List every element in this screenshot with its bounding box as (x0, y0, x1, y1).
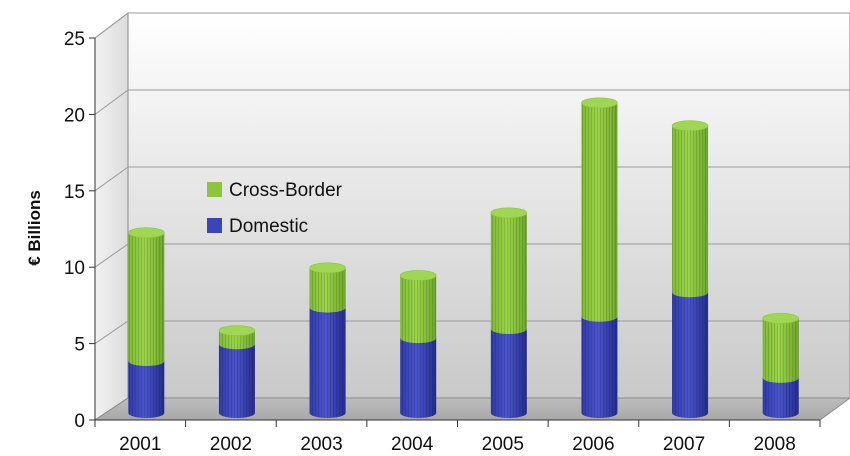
gridline-side (94, 243, 129, 268)
bar-texture (581, 316, 618, 418)
gridline-side (94, 166, 129, 192)
bar-texture (128, 232, 165, 367)
x-tick-label: 2001 (119, 434, 161, 455)
bar-top-cap (490, 207, 528, 219)
x-tick-label: 2005 (482, 434, 524, 455)
legend-label-cross-border: Cross-Border (229, 180, 343, 201)
bar-texture (762, 377, 799, 418)
bar-group-2008 (762, 312, 799, 418)
bar-group-2007 (671, 120, 709, 418)
bar-texture (490, 328, 527, 418)
bar-top-cap (218, 325, 256, 336)
bar-group-2003 (309, 262, 346, 418)
bar-top-cap (128, 227, 165, 238)
x-tick-label: 2008 (754, 434, 796, 455)
y-tick-label: 15 (64, 182, 85, 203)
bar-group-2006 (581, 97, 618, 418)
floor (93, 397, 850, 421)
y-axis-title: € Billions (25, 190, 44, 266)
y-tick-label: 0 (74, 411, 85, 432)
gridline-side (94, 89, 129, 115)
x-tick-label: 2003 (300, 434, 342, 455)
bar-group-2002 (218, 325, 256, 418)
y-tick-label: 25 (64, 29, 85, 50)
gridlines (94, 12, 850, 345)
bar-texture (128, 361, 165, 418)
x-tick-label: 2006 (572, 434, 614, 455)
legend: Cross-Border Domestic (207, 180, 343, 237)
bar-top-cap (581, 97, 618, 109)
legend-swatch-domestic (207, 218, 222, 233)
bar-group-2005 (490, 207, 528, 418)
bar-texture (672, 292, 709, 418)
bar-top-cap (309, 262, 346, 274)
y-tick-label: 10 (64, 258, 85, 279)
legend-swatch-cross-border (207, 182, 222, 197)
x-tick-label: 2004 (391, 434, 434, 455)
bar-texture (490, 212, 527, 334)
gridline-side (94, 12, 129, 39)
bar-top-cap (671, 120, 709, 132)
y-axis: 0 5 10 15 20 25 (64, 29, 96, 432)
bar-texture (762, 318, 799, 383)
bar-texture (309, 267, 346, 313)
side-wall (94, 11, 129, 421)
gridline-side (94, 320, 129, 345)
x-tick-label: 2002 (210, 434, 252, 455)
bar-texture (309, 307, 346, 418)
bar-texture (672, 125, 709, 298)
x-axis: 2001 2002 2003 2004 2005 2006 2007 2008 (94, 419, 821, 455)
y-tick-label: 5 (74, 335, 85, 356)
bars (128, 97, 799, 418)
plot-frame (93, 11, 850, 421)
x-tick-label: 2007 (663, 434, 705, 455)
bar-top-cap (762, 312, 799, 324)
bar-texture (400, 275, 437, 344)
bar-texture (400, 338, 437, 418)
bar-group-2004 (399, 270, 437, 418)
bar-texture (218, 344, 255, 418)
bar-top-cap (399, 270, 437, 281)
legend-label-domestic: Domestic (229, 216, 308, 237)
bar-texture (218, 330, 255, 350)
bar-texture (581, 102, 618, 322)
bar-group-2001 (128, 227, 165, 418)
y-tick-label: 20 (64, 105, 85, 126)
